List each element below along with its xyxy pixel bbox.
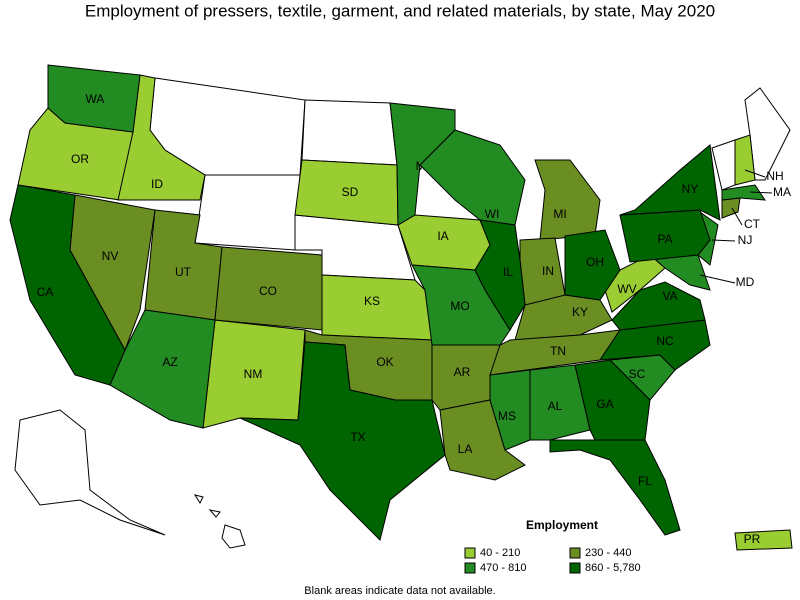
state-label: GA bbox=[596, 397, 613, 411]
leader-line bbox=[699, 274, 736, 284]
state-label: IA bbox=[437, 229, 448, 243]
state-label: TN bbox=[550, 344, 566, 358]
state-ak bbox=[14, 409, 166, 536]
state bbox=[214, 246, 323, 331]
state bbox=[611, 281, 706, 331]
state-hi-3 bbox=[208, 509, 221, 518]
state-label: NV bbox=[102, 249, 119, 263]
state bbox=[239, 341, 446, 541]
state bbox=[47, 64, 141, 133]
state bbox=[549, 439, 681, 536]
legend-swatch bbox=[569, 547, 581, 559]
state bbox=[529, 364, 591, 441]
state-label: OH bbox=[586, 255, 604, 269]
state bbox=[117, 74, 206, 201]
state-label: WA bbox=[86, 92, 105, 106]
states: OR ID SD IA KS NM WV NH PR NV UT CO OK AR LA MI IN KY TN CT… bbox=[9, 64, 793, 551]
state bbox=[564, 229, 621, 301]
state-label: KS bbox=[364, 294, 380, 308]
state-label: OR bbox=[71, 152, 89, 166]
state bbox=[734, 134, 756, 186]
state-label: CA bbox=[37, 285, 54, 299]
leader-line bbox=[749, 191, 773, 194]
state-label: NH bbox=[766, 169, 783, 183]
state-label: CO bbox=[259, 284, 277, 298]
state-label: WI bbox=[485, 207, 500, 221]
state-label: LA bbox=[458, 442, 473, 456]
state-label: AR bbox=[454, 365, 471, 379]
state-label: IN bbox=[542, 264, 554, 278]
state-label: IL bbox=[503, 265, 513, 279]
state-hi-2 bbox=[193, 494, 204, 505]
state-label: NC bbox=[656, 334, 674, 348]
footnote: Blank areas indicate data not available. bbox=[304, 585, 495, 597]
map-title: Employment of pressers, textile, garment… bbox=[85, 1, 715, 20]
state-label: FL bbox=[638, 474, 652, 488]
state bbox=[734, 529, 793, 551]
state-label: VA bbox=[662, 289, 677, 303]
state-label: PR bbox=[744, 532, 761, 546]
state bbox=[619, 144, 721, 221]
state-label: AZ bbox=[162, 355, 177, 369]
legend: 40 - 210 230 - 440 470 - 810 860 - 5,780 bbox=[464, 547, 641, 574]
state-label: SD bbox=[342, 185, 359, 199]
state bbox=[489, 369, 531, 451]
state bbox=[721, 197, 741, 219]
state bbox=[474, 219, 526, 331]
state-label: MD bbox=[736, 275, 755, 289]
leader-line bbox=[711, 239, 736, 242]
state-label: MI bbox=[553, 207, 566, 221]
state-label: KY bbox=[572, 305, 588, 319]
state-label: NY bbox=[682, 182, 699, 196]
state-wy bbox=[194, 174, 301, 251]
state bbox=[534, 159, 601, 241]
state-label: MO bbox=[450, 299, 469, 313]
legend-label: 40 - 210 bbox=[480, 547, 520, 559]
legend-swatch bbox=[464, 547, 476, 559]
state-label: AL bbox=[548, 399, 563, 413]
leader-line bbox=[744, 169, 766, 178]
state bbox=[389, 102, 456, 226]
state-label: SC bbox=[629, 367, 646, 381]
state-label: ID bbox=[151, 177, 163, 191]
state-label: MS bbox=[498, 409, 516, 423]
state-label: UT bbox=[175, 265, 192, 279]
state-label: MA bbox=[773, 185, 791, 199]
legend-title: Employment bbox=[526, 518, 598, 532]
legend-swatch bbox=[464, 562, 476, 574]
leader-line bbox=[731, 207, 743, 226]
state-label: WV bbox=[617, 282, 636, 296]
state bbox=[419, 129, 526, 226]
legend-label: 860 - 5,780 bbox=[585, 562, 641, 574]
legend-swatch bbox=[569, 562, 581, 574]
state-label: CT bbox=[744, 217, 761, 231]
state-label: PA bbox=[657, 232, 672, 246]
state-label: TX bbox=[350, 430, 365, 444]
state-nd bbox=[301, 99, 398, 166]
state-label: OK bbox=[376, 355, 393, 369]
state-hi bbox=[221, 524, 246, 549]
state bbox=[721, 184, 766, 201]
legend-label: 470 - 810 bbox=[480, 562, 526, 574]
state-label: NJ bbox=[738, 233, 753, 247]
legend-label: 230 - 440 bbox=[585, 547, 631, 559]
state bbox=[9, 184, 126, 386]
state-label: NM bbox=[244, 367, 263, 381]
